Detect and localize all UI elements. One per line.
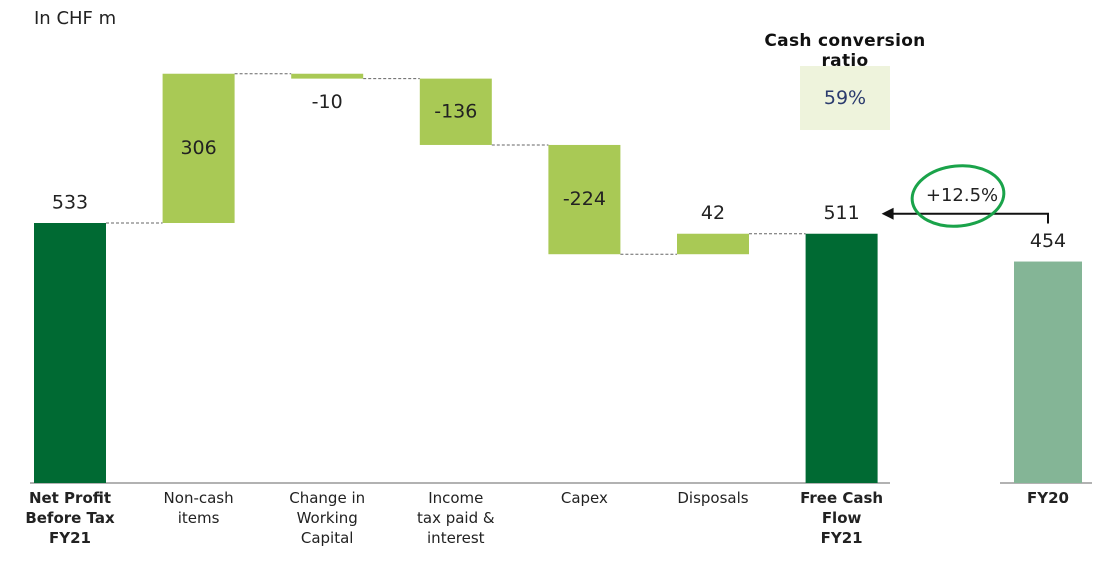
bar xyxy=(805,233,878,483)
ratio-title: Cash conversion ratio xyxy=(764,31,926,71)
value-label: 42 xyxy=(701,202,725,224)
value-label: 511 xyxy=(823,202,859,224)
bar xyxy=(162,73,235,224)
comparison-bar xyxy=(1014,261,1082,483)
bar xyxy=(34,223,106,483)
value-label: -10 xyxy=(312,91,343,113)
value-label: -136 xyxy=(434,100,477,122)
category-label: Income tax paid & interest xyxy=(417,489,495,547)
bar xyxy=(291,73,364,79)
category-label: Capex xyxy=(560,489,608,507)
category-label: Non-cash items xyxy=(163,489,234,527)
arrow-head xyxy=(881,207,894,220)
change-arrow xyxy=(891,212,1049,224)
category-label: Disposals xyxy=(677,489,749,507)
category-label: FY20 xyxy=(1027,489,1069,507)
ratio-box: 59% xyxy=(800,66,890,130)
bar xyxy=(677,233,749,255)
category-label: Net Profit Before Tax FY21 xyxy=(25,489,115,547)
bar xyxy=(548,144,621,255)
bar xyxy=(419,78,492,145)
change-label: +12.5% xyxy=(926,185,998,206)
value-label: 533 xyxy=(52,192,88,214)
unit-note: In CHF m xyxy=(34,8,117,29)
value-label: 306 xyxy=(180,137,216,159)
category-label: Free Cash Flow FY21 xyxy=(800,489,884,547)
highlight-circle xyxy=(910,164,1006,228)
category-label: Change in Working Capital xyxy=(289,489,366,547)
value-label: 454 xyxy=(1030,230,1066,252)
value-label: -224 xyxy=(563,188,606,210)
